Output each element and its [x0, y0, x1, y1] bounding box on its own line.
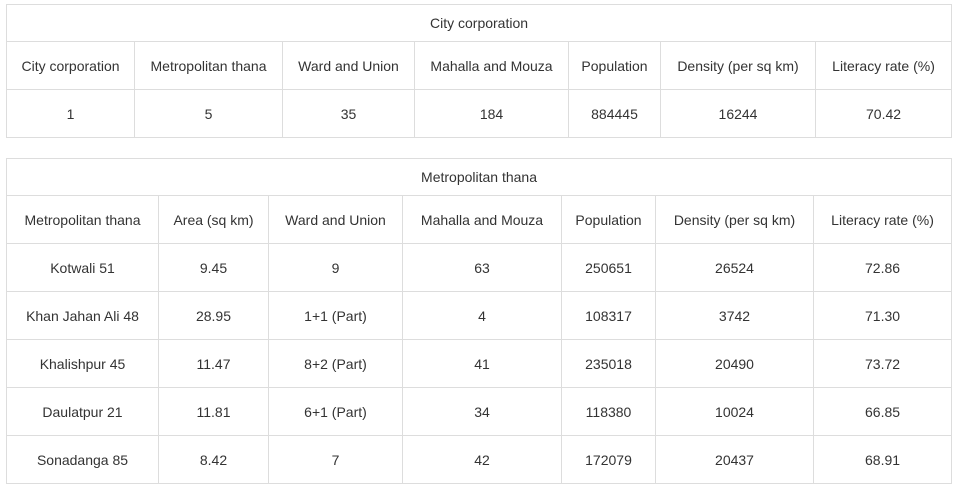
column-header: Mahalla and Mouza	[414, 41, 569, 90]
table-cell: 8.42	[158, 435, 269, 484]
table-row: Sonadanga 85 8.42 7 42 172079 20437 68.9…	[6, 435, 953, 484]
city-corporation-table: City corporation City corporation Metrop…	[5, 4, 953, 138]
table-cell: 9	[268, 243, 403, 292]
table-cell: 28.95	[158, 291, 269, 340]
table-cell: 70.42	[814, 89, 953, 138]
column-header: Density (per sq km)	[660, 41, 816, 90]
column-header: Literacy rate (%)	[812, 195, 953, 244]
table-row: Khan Jahan Ali 48 28.95 1+1 (Part) 4 108…	[6, 291, 953, 340]
table-cell: 235018	[561, 339, 656, 388]
column-header: Density (per sq km)	[655, 195, 814, 244]
table-caption: City corporation	[5, 4, 953, 42]
table-cell: 68.91	[812, 435, 953, 484]
table-cell: 118380	[561, 387, 656, 436]
column-header: Area (sq km)	[158, 195, 269, 244]
table-cell: 5	[134, 89, 283, 138]
table-cell: 41	[402, 339, 562, 388]
table-cell: 10024	[655, 387, 814, 436]
table-cell: 884445	[568, 89, 661, 138]
table-cell: 66.85	[812, 387, 953, 436]
column-header: City corporation	[6, 41, 135, 90]
table-row: Kotwali 51 9.45 9 63 250651 26524 72.86	[6, 243, 953, 292]
table-cell: 42	[402, 435, 562, 484]
table-cell: 20490	[655, 339, 814, 388]
table-cell: 34	[402, 387, 562, 436]
table-cell: 108317	[561, 291, 656, 340]
table-cell: 63	[402, 243, 562, 292]
table-cell: 8+2 (Part)	[268, 339, 403, 388]
table-cell: Khalishpur 45	[6, 339, 159, 388]
table-cell: 6+1 (Part)	[268, 387, 403, 436]
table-caption: Metropolitan thana	[5, 158, 953, 196]
header-row: City corporation Metropolitan thana Ward…	[6, 41, 953, 90]
table-cell: 1	[6, 89, 135, 138]
table-cell: 72.86	[812, 243, 953, 292]
table-cell: 172079	[561, 435, 656, 484]
column-header: Ward and Union	[268, 195, 403, 244]
metropolitan-thana-table: Metropolitan thana Metropolitan thana Ar…	[5, 158, 953, 484]
table-cell: 35	[282, 89, 415, 138]
table-cell: Sonadanga 85	[6, 435, 159, 484]
column-header: Literacy rate (%)	[814, 41, 953, 90]
column-header: Ward and Union	[282, 41, 415, 90]
table-cell: 184	[414, 89, 569, 138]
table-cell: 71.30	[812, 291, 953, 340]
table-cell: Kotwali 51	[6, 243, 159, 292]
table-row: 1 5 35 184 884445 16244 70.42	[6, 89, 953, 138]
table-cell: 9.45	[158, 243, 269, 292]
table-cell: 250651	[561, 243, 656, 292]
column-header: Metropolitan thana	[6, 195, 159, 244]
table-cell: 4	[402, 291, 562, 340]
table-cell: 20437	[655, 435, 814, 484]
table-cell: 11.81	[158, 387, 269, 436]
column-header: Population	[561, 195, 656, 244]
table-cell: 3742	[655, 291, 814, 340]
column-header: Population	[568, 41, 661, 90]
table-cell: Daulatpur 21	[6, 387, 159, 436]
table-row: Daulatpur 21 11.81 6+1 (Part) 34 118380 …	[6, 387, 953, 436]
table-cell: 16244	[660, 89, 816, 138]
column-header: Mahalla and Mouza	[402, 195, 562, 244]
table-cell: 26524	[655, 243, 814, 292]
column-header: Metropolitan thana	[134, 41, 283, 90]
table-cell: Khan Jahan Ali 48	[6, 291, 159, 340]
table-cell: 11.47	[158, 339, 269, 388]
table-row: Khalishpur 45 11.47 8+2 (Part) 41 235018…	[6, 339, 953, 388]
table-cell: 7	[268, 435, 403, 484]
table-cell: 1+1 (Part)	[268, 291, 403, 340]
header-row: Metropolitan thana Area (sq km) Ward and…	[6, 195, 953, 244]
table-cell: 73.72	[812, 339, 953, 388]
